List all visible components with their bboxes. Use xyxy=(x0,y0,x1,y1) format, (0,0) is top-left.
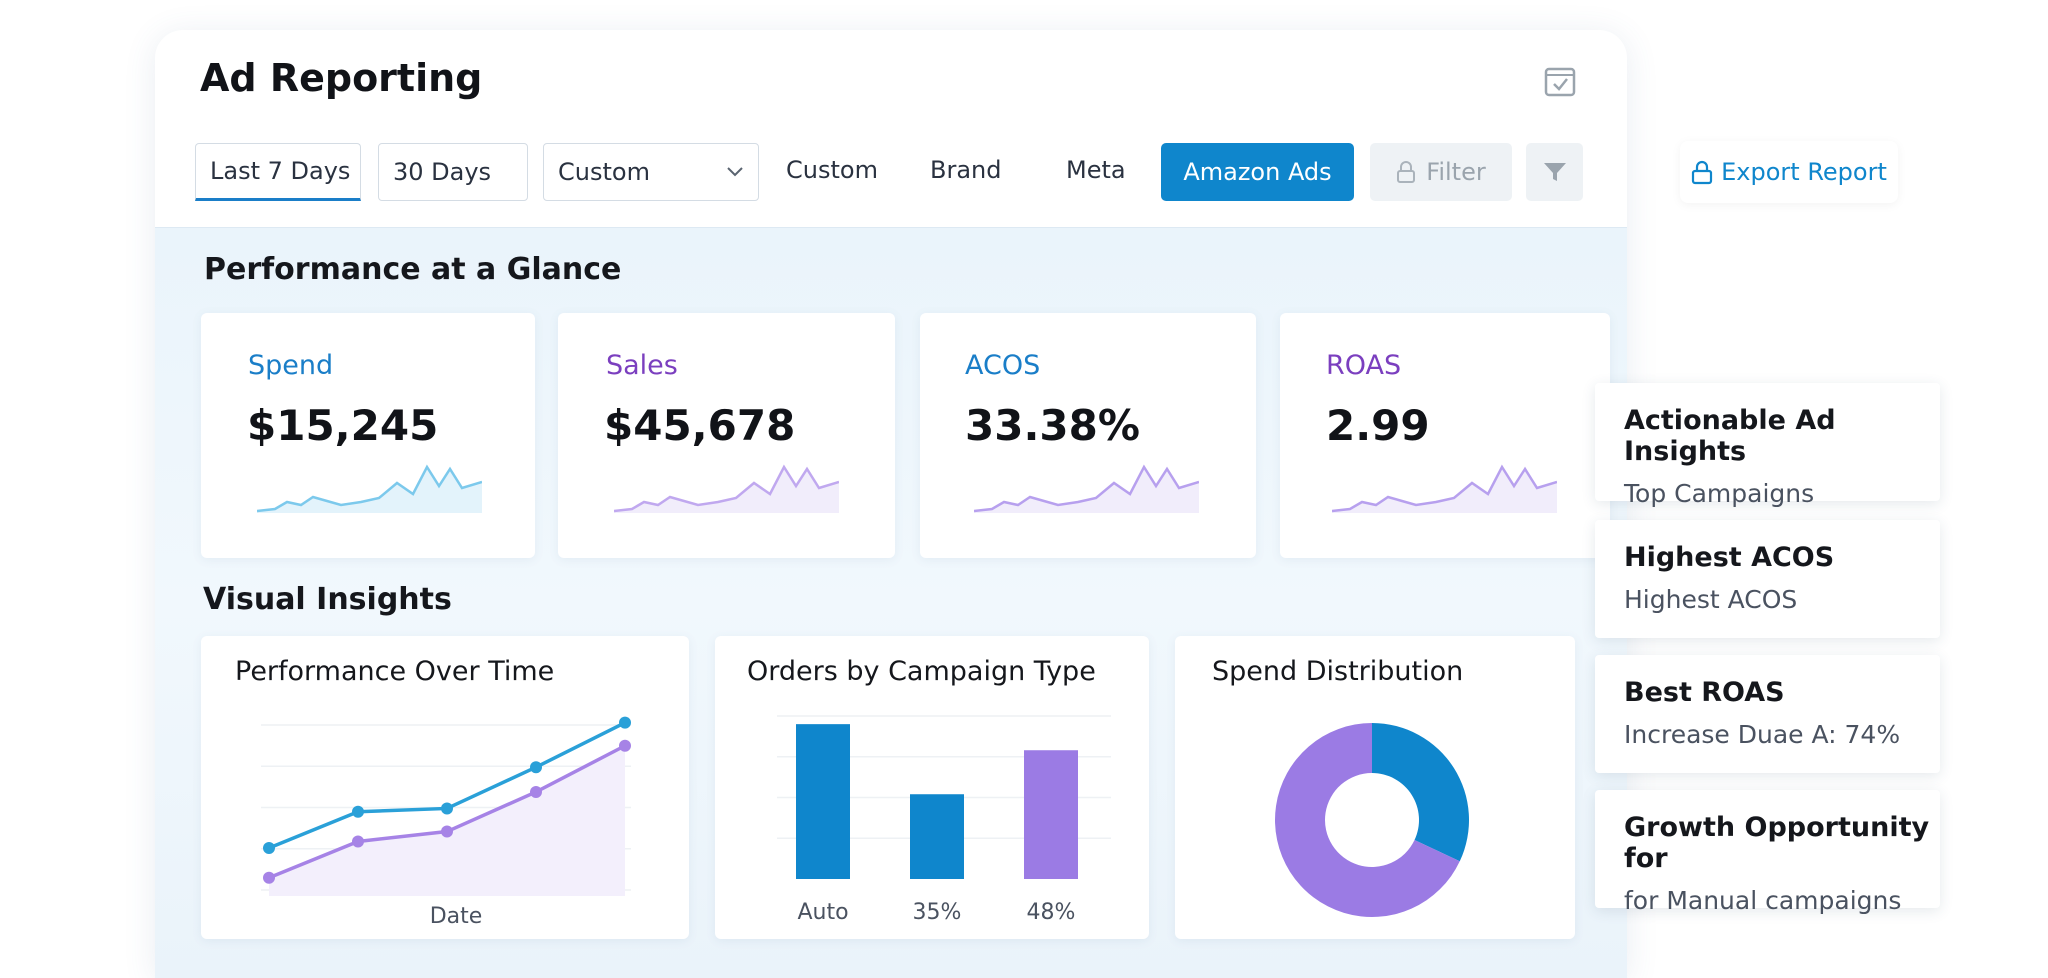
chart-title: Orders by Campaign Type xyxy=(747,656,1096,687)
chart-card-performance: Performance Over Time Date xyxy=(201,636,689,939)
data-point xyxy=(530,785,542,798)
insight-title: Highest ACOS xyxy=(1624,542,1835,573)
insight-card[interactable]: Actionable Ad Insights Top Campaigns xyxy=(1595,383,1940,508)
bar xyxy=(1024,750,1078,879)
kpi-value: $45,678 xyxy=(604,401,796,450)
tab-30-days[interactable]: 30 Days xyxy=(378,143,528,201)
tab-last-7-days-label: Last 7 Days xyxy=(210,157,351,185)
bar xyxy=(796,724,850,879)
amazon-ads-button[interactable]: Amazon Ads xyxy=(1161,143,1354,201)
insight-subtitle: for Manual campaigns xyxy=(1624,886,1902,915)
insight-card[interactable]: Best ROAS Increase Duae A: 74% xyxy=(1595,655,1940,773)
custom-range-select-value: Custom xyxy=(558,158,650,186)
filter-button-label: Filter xyxy=(1426,158,1486,186)
kpi-value: 33.38% xyxy=(965,401,1140,450)
sparkline xyxy=(257,464,482,513)
kpi-card-spend[interactable]: Spend $15,245 xyxy=(201,313,535,558)
export-report-button[interactable]: Export Report xyxy=(1680,141,1898,203)
filter-link-meta[interactable]: Meta xyxy=(1066,156,1126,184)
section-title-visual: Visual Insights xyxy=(203,582,452,617)
donut-slice-purple xyxy=(1275,723,1460,917)
chevron-down-icon xyxy=(727,167,743,177)
lock-icon xyxy=(1692,160,1713,185)
calendar-check-icon[interactable] xyxy=(1543,64,1577,98)
sparkline xyxy=(974,464,1199,513)
data-point xyxy=(352,805,364,818)
funnel-button[interactable] xyxy=(1526,143,1583,201)
donut-chart xyxy=(1275,723,1469,917)
section-title-glance: Performance at a Glance xyxy=(204,252,622,287)
filter-button[interactable]: Filter xyxy=(1370,143,1512,201)
kpi-label: Sales xyxy=(606,350,678,381)
data-point xyxy=(263,871,275,884)
kpi-value: $15,245 xyxy=(247,401,439,450)
insight-subtitle: Top Campaigns xyxy=(1624,479,1815,508)
kpi-card-roas[interactable]: ROAS 2.99 xyxy=(1280,313,1610,558)
sparkline xyxy=(614,464,839,513)
kpi-label: Spend xyxy=(248,350,334,381)
page-title: Ad Reporting xyxy=(200,56,483,100)
data-point xyxy=(441,825,453,838)
lock-icon xyxy=(1397,161,1416,183)
filter-link-brand[interactable]: Brand xyxy=(930,156,1002,184)
data-point xyxy=(619,739,631,752)
category-label: 35% xyxy=(913,900,962,925)
tab-last-7-days[interactable]: Last 7 Days xyxy=(195,143,361,201)
insight-card[interactable]: Highest ACOS Highest ACOS xyxy=(1595,520,1940,638)
chart-card-orders: Orders by Campaign Type Auto 35% 48% xyxy=(715,636,1149,939)
insight-subtitle: Highest ACOS xyxy=(1624,585,1798,614)
donut-slice-blue xyxy=(1372,723,1469,862)
chart-card-spend: Spend Distribution xyxy=(1175,636,1575,939)
funnel-icon xyxy=(1543,163,1566,181)
kpi-card-acos[interactable]: ACOS 33.38% xyxy=(920,313,1256,558)
data-point xyxy=(619,716,631,729)
kpi-label: ACOS xyxy=(965,350,1041,381)
category-label: Auto xyxy=(797,900,848,925)
bar-chart: Auto 35% 48% xyxy=(777,715,1111,925)
insight-title: Growth Opportunity for xyxy=(1624,812,1930,874)
data-point xyxy=(263,842,275,855)
export-report-button-label: Export Report xyxy=(1721,158,1887,186)
data-point xyxy=(352,835,364,848)
x-axis-label: Date xyxy=(430,904,483,929)
sparkline xyxy=(1332,464,1557,513)
data-point xyxy=(530,761,542,774)
filter-link-custom[interactable]: Custom xyxy=(786,156,878,184)
chart-title: Spend Distribution xyxy=(1212,656,1464,687)
series-area xyxy=(269,745,625,896)
kpi-card-sales[interactable]: Sales $45,678 xyxy=(558,313,895,558)
custom-range-select[interactable]: Custom xyxy=(543,143,759,201)
insight-card[interactable]: Growth Opportunity for for Manual campai… xyxy=(1595,790,1940,915)
insight-title: Actionable Ad Insights xyxy=(1624,405,1836,467)
data-point xyxy=(441,802,453,815)
tab-30-days-label: 30 Days xyxy=(393,158,492,186)
kpi-value: 2.99 xyxy=(1326,401,1430,450)
amazon-ads-button-label: Amazon Ads xyxy=(1183,158,1332,186)
bar xyxy=(910,794,964,879)
line-chart: Date xyxy=(261,716,631,929)
insight-title: Best ROAS xyxy=(1624,677,1785,708)
chart-title: Performance Over Time xyxy=(235,656,555,687)
kpi-label: ROAS xyxy=(1326,350,1402,381)
category-label: 48% xyxy=(1027,900,1076,925)
insight-subtitle: Increase Duae A: 74% xyxy=(1624,720,1901,749)
